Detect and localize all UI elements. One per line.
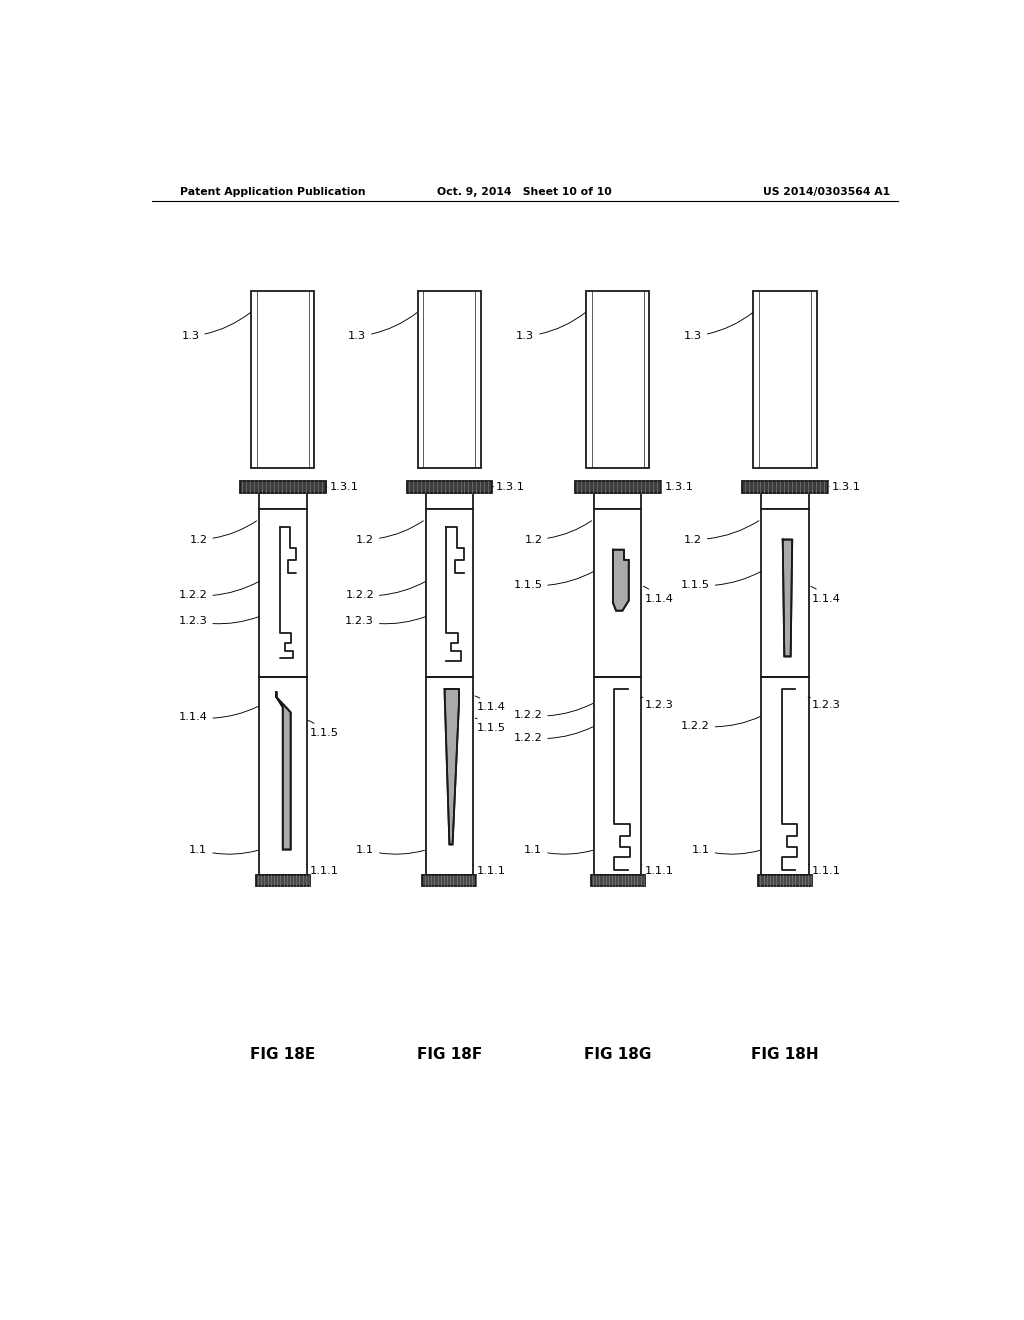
- Text: 1.1.5: 1.1.5: [681, 572, 761, 590]
- Text: 1.2.3: 1.2.3: [808, 697, 841, 710]
- Text: 1.2.2: 1.2.2: [345, 582, 426, 601]
- Bar: [240, 480, 326, 492]
- Text: 1.2.2: 1.2.2: [513, 727, 593, 743]
- Text: 1.1: 1.1: [524, 845, 593, 854]
- Text: 1.1.1: 1.1.1: [306, 865, 339, 876]
- Text: 1.1.5: 1.1.5: [513, 572, 594, 590]
- Bar: [754, 290, 817, 469]
- Bar: [586, 290, 649, 469]
- Bar: [594, 492, 641, 510]
- Bar: [256, 875, 309, 886]
- Text: 1.3: 1.3: [181, 313, 251, 342]
- Text: 1.1.4: 1.1.4: [643, 586, 674, 603]
- Bar: [742, 480, 828, 492]
- Text: 1.3.1: 1.3.1: [494, 482, 525, 491]
- Bar: [574, 480, 660, 492]
- Polygon shape: [444, 689, 459, 845]
- Text: 1.1.5: 1.1.5: [308, 721, 339, 738]
- Text: 1.1.1: 1.1.1: [473, 865, 506, 876]
- Text: 1.1.4: 1.1.4: [811, 586, 841, 603]
- Text: 1.1.4: 1.1.4: [475, 696, 505, 713]
- Text: FIG 18H: FIG 18H: [752, 1047, 819, 1063]
- Text: US 2014/0303564 A1: US 2014/0303564 A1: [763, 187, 890, 197]
- Text: FIG 18G: FIG 18G: [584, 1047, 651, 1063]
- Text: 1.1.1: 1.1.1: [809, 865, 841, 876]
- Text: 1.1: 1.1: [356, 845, 425, 854]
- Bar: [594, 510, 641, 677]
- Bar: [426, 677, 473, 875]
- Bar: [594, 677, 641, 875]
- Text: 1.2.2: 1.2.2: [178, 582, 259, 601]
- Text: Oct. 9, 2014   Sheet 10 of 10: Oct. 9, 2014 Sheet 10 of 10: [437, 187, 612, 197]
- Text: 1.2.3: 1.2.3: [641, 697, 674, 710]
- Bar: [251, 290, 314, 469]
- Text: 1.3.1: 1.3.1: [828, 482, 861, 491]
- Bar: [758, 875, 812, 886]
- Polygon shape: [782, 540, 793, 656]
- Polygon shape: [276, 692, 291, 850]
- Bar: [761, 492, 809, 510]
- Text: 1.2: 1.2: [524, 521, 592, 545]
- Text: 1.2.3: 1.2.3: [178, 616, 259, 626]
- Text: 1.2.2: 1.2.2: [513, 704, 593, 721]
- Text: FIG 18E: FIG 18E: [250, 1047, 315, 1063]
- Bar: [418, 290, 481, 469]
- Bar: [259, 510, 306, 677]
- Text: 1.3: 1.3: [684, 313, 753, 342]
- Bar: [423, 875, 476, 886]
- Text: 1.2.2: 1.2.2: [681, 717, 761, 730]
- Text: 1.1.1: 1.1.1: [641, 865, 674, 876]
- Text: 1.3: 1.3: [348, 313, 417, 342]
- Text: 1.1: 1.1: [691, 845, 760, 854]
- Bar: [259, 492, 306, 510]
- Text: 1.1.5: 1.1.5: [475, 718, 506, 733]
- Text: 1.2: 1.2: [356, 521, 423, 545]
- Bar: [761, 677, 809, 875]
- Text: 1.2: 1.2: [684, 520, 759, 545]
- Text: 1.3.1: 1.3.1: [327, 482, 358, 491]
- Bar: [591, 875, 645, 886]
- Text: Patent Application Publication: Patent Application Publication: [179, 187, 366, 197]
- Text: 1.2: 1.2: [189, 521, 257, 545]
- Text: 1.3: 1.3: [516, 313, 586, 342]
- Bar: [426, 492, 473, 510]
- Bar: [761, 510, 809, 677]
- Bar: [426, 510, 473, 677]
- Bar: [259, 677, 306, 875]
- Text: 1.1: 1.1: [189, 845, 258, 854]
- Bar: [407, 480, 493, 492]
- Text: 1.1.4: 1.1.4: [178, 706, 258, 722]
- Text: FIG 18F: FIG 18F: [417, 1047, 482, 1063]
- Text: 1.3.1: 1.3.1: [662, 482, 693, 491]
- Polygon shape: [613, 549, 629, 611]
- Text: 1.2.3: 1.2.3: [345, 616, 425, 626]
